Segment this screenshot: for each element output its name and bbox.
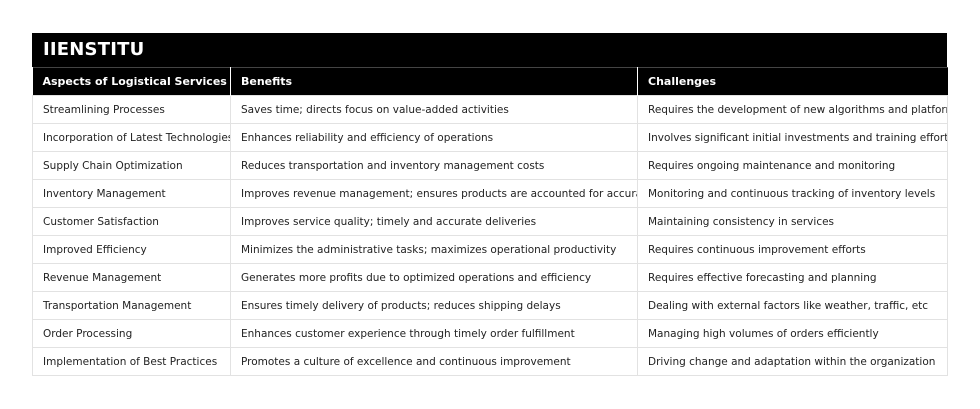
table-row: Improved Efficiency Minimizes the admini… [32, 235, 948, 264]
column-header-benefits: Benefits [230, 67, 638, 96]
cell-benefit: Improves service quality; timely and acc… [230, 207, 638, 236]
cell-aspect: Transportation Management [32, 291, 231, 320]
table-row: Supply Chain Optimization Reduces transp… [32, 151, 948, 180]
cell-aspect: Revenue Management [32, 263, 231, 292]
cell-challenge: Dealing with external factors like weath… [637, 291, 948, 320]
logistics-table: Aspects of Logistical Services Benefits … [32, 67, 948, 376]
cell-aspect: Incorporation of Latest Technologies [32, 123, 231, 152]
cell-challenge: Requires effective forecasting and plann… [637, 263, 948, 292]
cell-aspect: Order Processing [32, 319, 231, 348]
cell-benefit: Improves revenue management; ensures pro… [230, 179, 638, 208]
cell-aspect: Supply Chain Optimization [32, 151, 231, 180]
cell-benefit: Enhances customer experience through tim… [230, 319, 638, 348]
table-row: Customer Satisfaction Improves service q… [32, 207, 948, 236]
cell-benefit: Saves time; directs focus on value-added… [230, 95, 638, 124]
table-row: Revenue Management Generates more profit… [32, 263, 948, 292]
table-header-row: Aspects of Logistical Services Benefits … [32, 67, 948, 96]
table-row: Incorporation of Latest Technologies Enh… [32, 123, 948, 152]
cell-aspect: Streamlining Processes [32, 95, 231, 124]
cell-aspect: Implementation of Best Practices [32, 347, 231, 376]
cell-challenge: Requires continuous improvement efforts [637, 235, 948, 264]
cell-challenge: Maintaining consistency in services [637, 207, 948, 236]
cell-challenge: Managing high volumes of orders efficien… [637, 319, 948, 348]
cell-challenge: Involves significant initial investments… [637, 123, 948, 152]
cell-aspect: Inventory Management [32, 179, 231, 208]
table-row: Transportation Management Ensures timely… [32, 291, 948, 320]
table-row: Streamlining Processes Saves time; direc… [32, 95, 948, 124]
cell-benefit: Promotes a culture of excellence and con… [230, 347, 638, 376]
column-header-challenges: Challenges [637, 67, 948, 96]
brand-title: IIENSTITU [32, 33, 947, 67]
cell-benefit: Ensures timely delivery of products; red… [230, 291, 638, 320]
cell-aspect: Improved Efficiency [32, 235, 231, 264]
table-row: Implementation of Best Practices Promote… [32, 347, 948, 376]
cell-challenge: Requires ongoing maintenance and monitor… [637, 151, 948, 180]
column-header-aspects: Aspects of Logistical Services [32, 67, 231, 96]
cell-challenge: Driving change and adaptation within the… [637, 347, 948, 376]
table-row: Inventory Management Improves revenue ma… [32, 179, 948, 208]
cell-challenge: Requires the development of new algorith… [637, 95, 948, 124]
cell-benefit: Minimizes the administrative tasks; maxi… [230, 235, 638, 264]
cell-benefit: Reduces transportation and inventory man… [230, 151, 638, 180]
cell-benefit: Generates more profits due to optimized … [230, 263, 638, 292]
cell-aspect: Customer Satisfaction [32, 207, 231, 236]
table-row: Order Processing Enhances customer exper… [32, 319, 948, 348]
cell-challenge: Monitoring and continuous tracking of in… [637, 179, 948, 208]
table-container: IIENSTITU Aspects of Logistical Services… [32, 33, 948, 376]
cell-benefit: Enhances reliability and efficiency of o… [230, 123, 638, 152]
